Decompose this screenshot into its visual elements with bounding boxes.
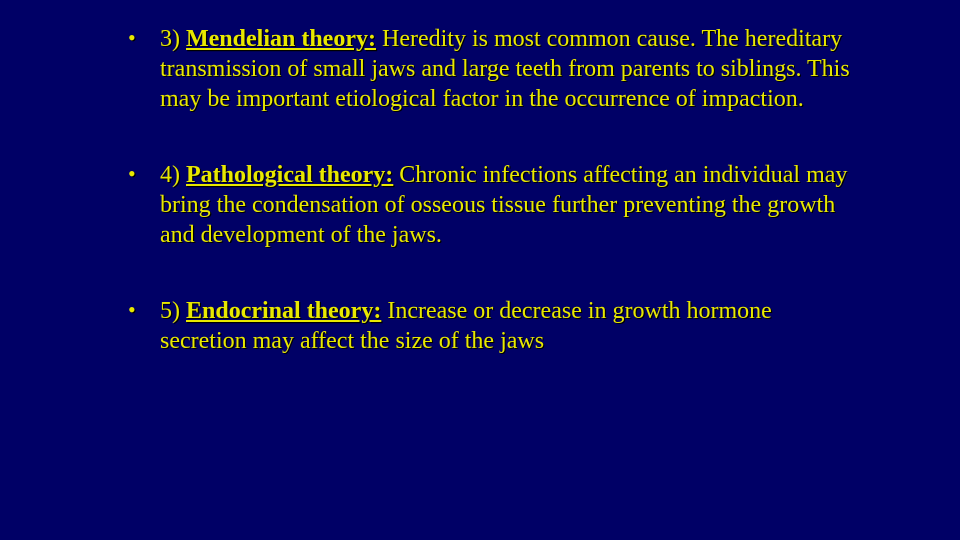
bullet-number: 4) xyxy=(160,162,180,188)
bullet-item-3: 3) Mendelian theory: Heredity is most co… xyxy=(120,24,860,114)
bullet-list: 3) Mendelian theory: Heredity is most co… xyxy=(120,24,860,356)
bullet-title: Endocrinal theory: xyxy=(186,298,381,324)
bullet-number: 3) xyxy=(160,26,180,52)
bullet-number: 5) xyxy=(160,298,180,324)
bullet-title: Pathological theory: xyxy=(186,162,393,188)
bullet-title: Mendelian theory: xyxy=(186,26,376,52)
slide: 3) Mendelian theory: Heredity is most co… xyxy=(0,0,960,540)
bullet-item-4: 4) Pathological theory: Chronic infectio… xyxy=(120,160,860,250)
bullet-item-5: 5) Endocrinal theory: Increase or decrea… xyxy=(120,296,860,356)
